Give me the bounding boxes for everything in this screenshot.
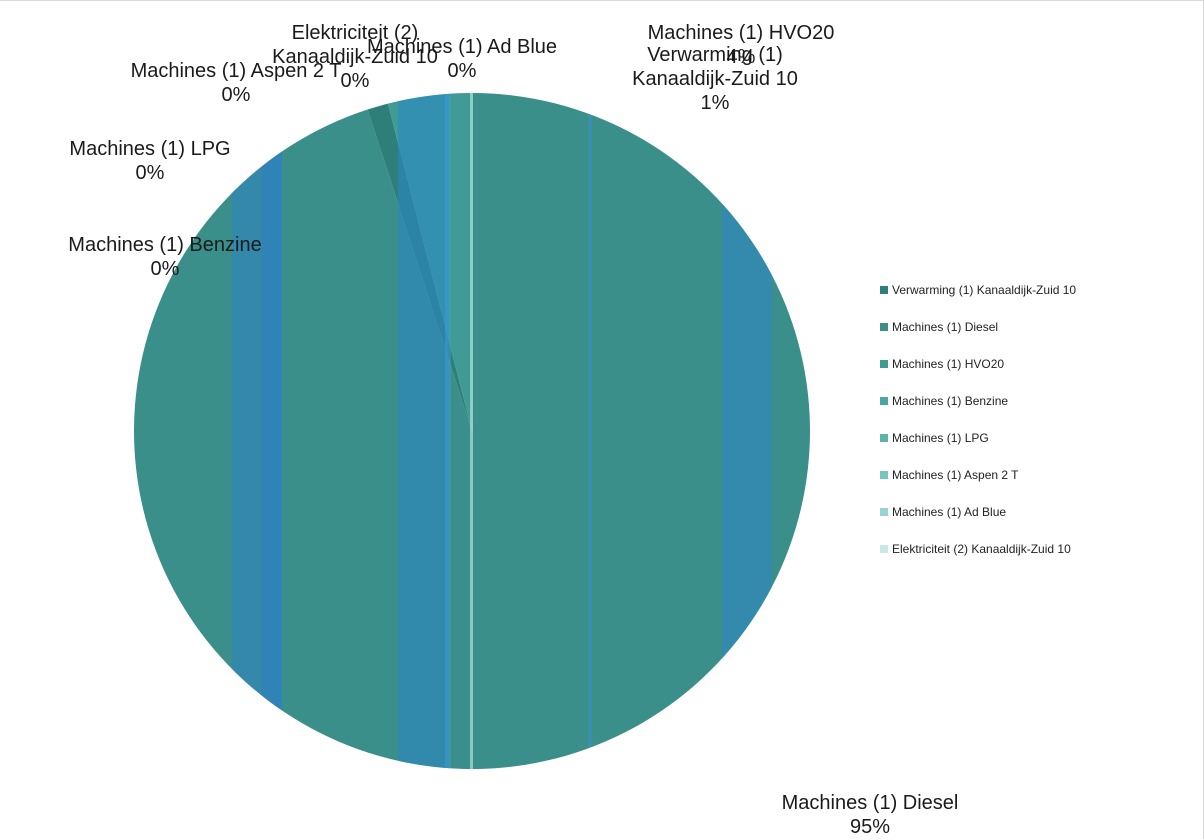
data-label-verwarming: Verwarming (1) Kanaaldijk-Zuid 10 1% xyxy=(632,44,798,114)
data-label-hvo20: Machines (1) HVO20 4% xyxy=(647,22,835,68)
legend-label: Machines (1) HVO20 xyxy=(892,356,1005,371)
legend-swatch xyxy=(880,507,888,516)
pie-texture-band xyxy=(398,93,448,769)
legend-label: Elektriciteit (2) Kanaaldijk-Zuid 10 xyxy=(892,541,1071,556)
legend-item: Verwarming (1) Kanaaldijk-Zuid 10 xyxy=(880,271,1076,308)
legend-swatch xyxy=(880,359,888,368)
legend-label: Verwarming (1) Kanaaldijk-Zuid 10 xyxy=(892,282,1077,297)
data-label-adblue: Machines (1) Ad Blue 0% xyxy=(366,36,558,82)
data-label-diesel: Machines (1) Diesel 95% xyxy=(781,792,959,838)
legend-label: Machines (1) LPG xyxy=(892,430,989,445)
data-label-aspen: Machines (1) Aspen 2 T 0% xyxy=(130,60,342,106)
legend-swatch xyxy=(880,285,888,294)
legend-item: Machines (1) LPG xyxy=(880,419,1076,456)
pie-texture-band xyxy=(445,93,451,769)
pie-texture-band xyxy=(470,93,473,769)
legend-label: Machines (1) Ad Blue xyxy=(892,504,1007,519)
legend-item: Machines (1) HVO20 xyxy=(880,345,1076,382)
legend-label: Machines (1) Aspen 2 T xyxy=(892,467,1019,482)
pie-texture-band xyxy=(262,93,282,769)
legend-item: Machines (1) Benzine xyxy=(880,382,1076,419)
data-label-lpg: Machines (1) LPG 0% xyxy=(69,138,231,184)
legend-swatch xyxy=(880,433,888,442)
pie-texture-band xyxy=(722,93,772,769)
legend-swatch xyxy=(880,396,888,405)
legend-swatch xyxy=(880,322,888,331)
legend-label: Machines (1) Diesel xyxy=(892,319,999,334)
data-label-benzine: Machines (1) Benzine 0% xyxy=(68,234,262,280)
chart-legend: Verwarming (1) Kanaaldijk-Zuid 10 Machin… xyxy=(880,271,1076,567)
legend-swatch xyxy=(880,470,888,479)
legend-item: Machines (1) Aspen 2 T xyxy=(880,456,1076,493)
legend-item: Machines (1) Ad Blue xyxy=(880,493,1076,530)
legend-label: Machines (1) Benzine xyxy=(892,393,1009,408)
data-label-elektriciteit: Elektriciteit (2) Kanaaldijk-Zuid 10 0% xyxy=(272,22,438,92)
legend-swatch xyxy=(880,544,888,553)
pie-texture-band xyxy=(588,93,592,769)
legend-item: Elektriciteit (2) Kanaaldijk-Zuid 10 xyxy=(880,530,1076,567)
legend-item: Machines (1) Diesel xyxy=(880,308,1076,345)
